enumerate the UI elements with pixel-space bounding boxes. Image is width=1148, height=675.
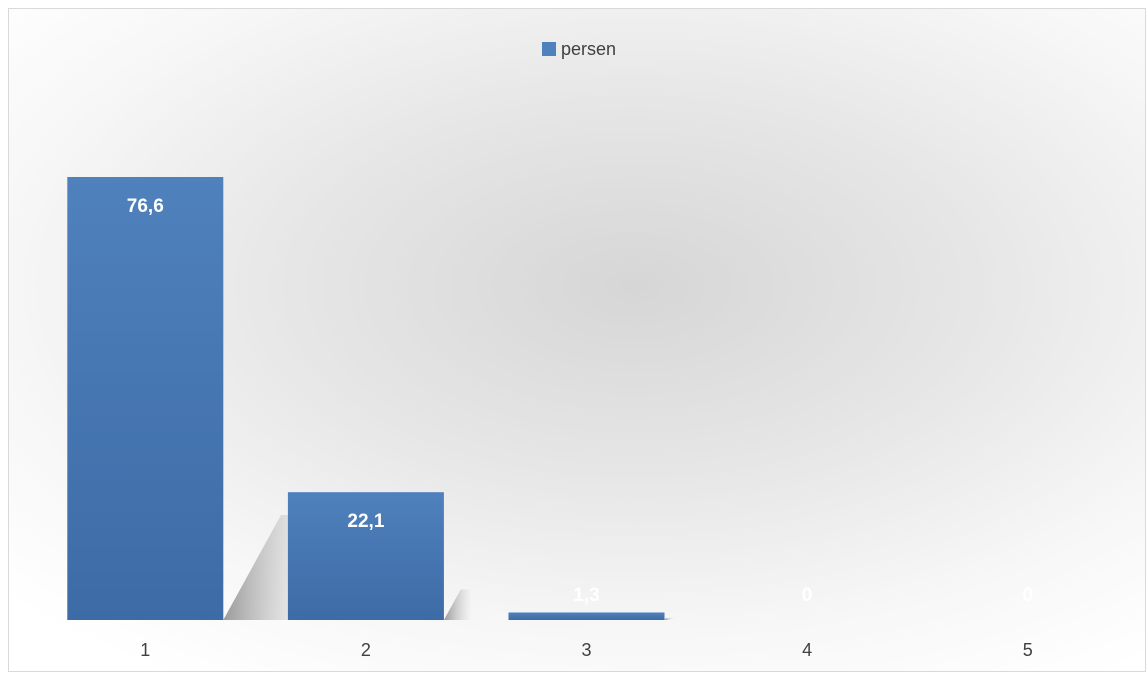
x-axis-tick-labels: 1 2 3 4 5 <box>140 640 1032 660</box>
bar-2 <box>287 492 444 620</box>
x-tick-label-2: 2 <box>361 640 371 660</box>
data-label-2: 22,1 <box>347 511 384 532</box>
legend: persen <box>542 39 616 59</box>
data-labels: 76,6 22,1 1,3 0 0 <box>127 196 1033 606</box>
bar-3 <box>508 612 665 620</box>
x-tick-label-3: 3 <box>581 640 591 660</box>
x-tick-label-4: 4 <box>802 640 812 660</box>
bar-shadow-3 <box>664 618 676 620</box>
data-label-1: 76,6 <box>127 196 164 217</box>
bars <box>67 177 665 620</box>
x-tick-label-5: 5 <box>1023 640 1033 660</box>
x-tick-label-1: 1 <box>140 640 150 660</box>
bar-1 <box>67 177 224 620</box>
legend-swatch <box>542 42 556 56</box>
legend-label-persen: persen <box>561 39 616 59</box>
data-label-5: 0 <box>1022 585 1033 606</box>
data-label-3: 1,3 <box>573 585 599 606</box>
bar-shadow-2 <box>443 589 472 620</box>
data-label-4: 0 <box>802 585 813 606</box>
